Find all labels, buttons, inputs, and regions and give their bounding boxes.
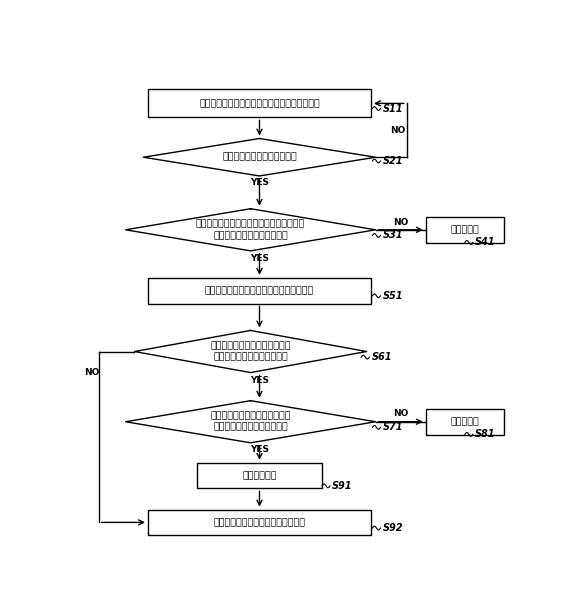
Bar	[148, 510, 371, 535]
Text: S91: S91	[332, 481, 353, 491]
Text: S41: S41	[475, 238, 495, 247]
Bar	[197, 463, 322, 488]
Text: S51: S51	[382, 291, 403, 301]
Bar	[426, 409, 504, 435]
Text: YES: YES	[250, 179, 269, 187]
Bar	[148, 278, 371, 303]
Text: 执行模式切换: 执行模式切换	[242, 471, 276, 480]
Text: 采集空调器当前运行模式，设定为第一运行模式: 采集空调器当前运行模式，设定为第一运行模式	[199, 99, 320, 108]
Text: S21: S21	[382, 156, 403, 166]
Text: 不执行动作: 不执行动作	[450, 226, 479, 234]
Text: 判定再次接收到的模式设定信号
是否与所述第一运行模式不同: 判定再次接收到的模式设定信号 是否与所述第一运行模式不同	[210, 412, 291, 432]
Text: YES: YES	[250, 445, 269, 454]
Text: S31: S31	[382, 230, 403, 240]
Text: NO: NO	[393, 218, 409, 227]
Text: NO: NO	[85, 368, 100, 377]
Text: S71: S71	[382, 423, 403, 432]
Text: YES: YES	[250, 254, 269, 263]
Text: NO: NO	[390, 126, 406, 134]
Text: NO: NO	[393, 409, 409, 418]
Text: 判定接收到的模式设定信号对应的运行模式
是否与所述第一运行模式不同: 判定接收到的模式设定信号对应的运行模式 是否与所述第一运行模式不同	[196, 219, 305, 240]
Text: S81: S81	[475, 429, 495, 440]
Text: S61: S61	[372, 352, 392, 362]
Text: S92: S92	[382, 523, 403, 533]
Text: 根据环境参数判定是否执行模式切换: 根据环境参数判定是否执行模式切换	[214, 518, 305, 527]
Text: YES: YES	[250, 376, 269, 385]
Text: 在维持第一运行模式的同时启动第一计时器: 在维持第一运行模式的同时启动第一计时器	[205, 286, 314, 295]
Bar	[148, 89, 371, 117]
Text: 不执行动作: 不执行动作	[450, 417, 479, 426]
Text: 判定是否接收到模式设定信号: 判定是否接收到模式设定信号	[222, 153, 297, 162]
Text: S11: S11	[382, 103, 403, 114]
Text: 在第一计时器的有效计时周期内
是否再次接收到模式设定信号: 在第一计时器的有效计时周期内 是否再次接收到模式设定信号	[210, 342, 291, 362]
Bar	[426, 217, 504, 243]
